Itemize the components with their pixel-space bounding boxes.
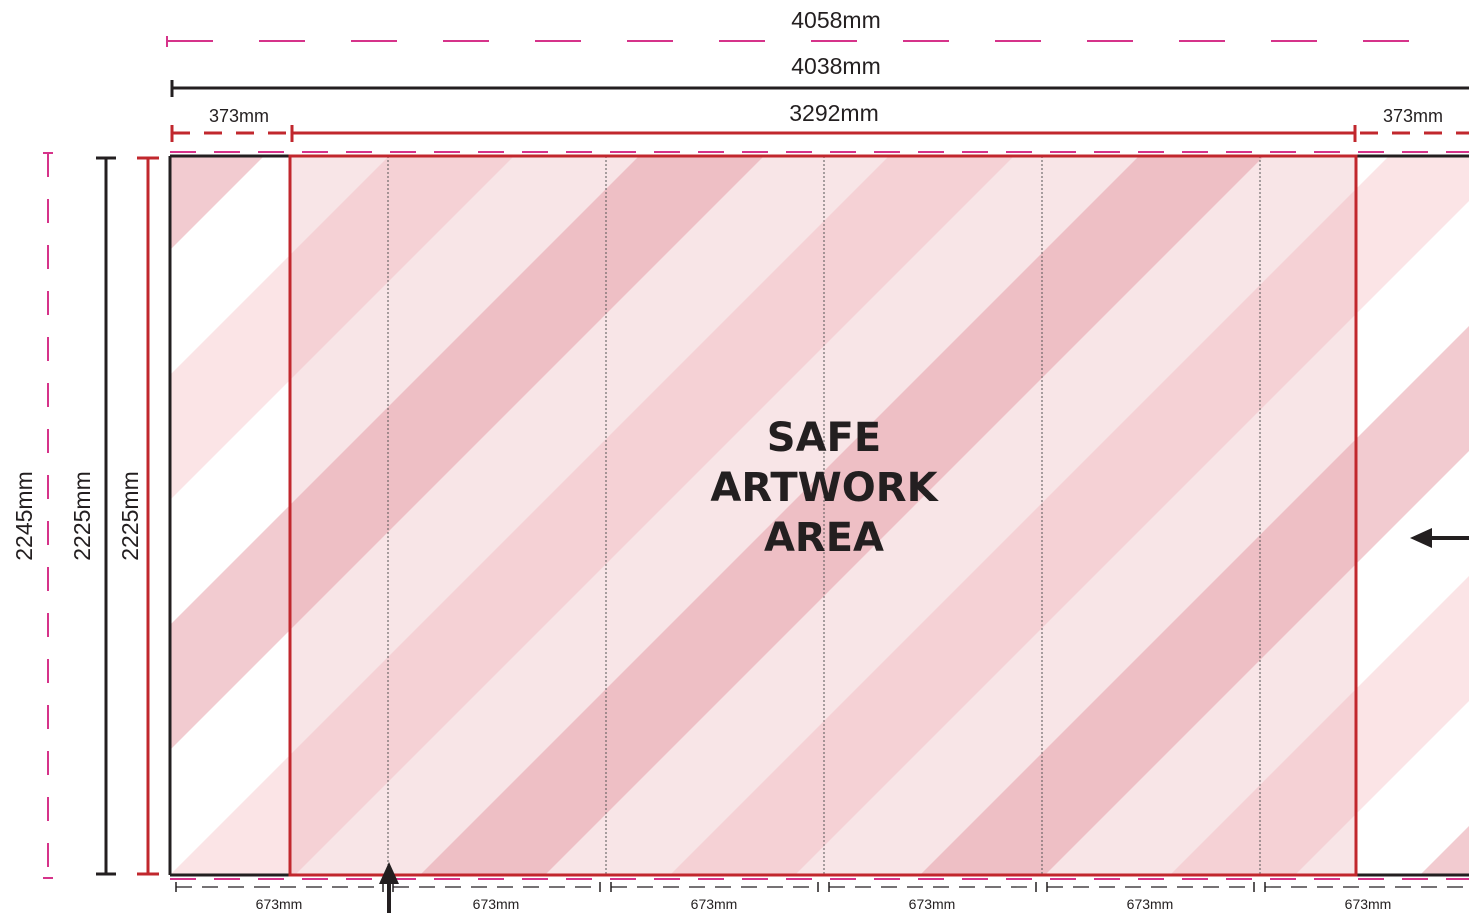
bleed-height-dimension: 2245mm — [11, 152, 53, 879]
diagonal-stripe — [170, 156, 764, 750]
right-return-dimension: 373mm — [1360, 106, 1469, 135]
trim-width-label: 4038mm — [791, 53, 880, 79]
left-return-label: 373mm — [209, 106, 269, 126]
left-return-dimension: 373mm — [170, 106, 286, 142]
panel-width-label: 673mm — [1127, 896, 1174, 912]
diagonal-stripe — [670, 156, 1469, 875]
bleed-width-dimension: 4058mm — [166, 7, 1430, 47]
diagonal-stripe — [420, 156, 1264, 875]
safe-height-dimension: 2225mm — [117, 156, 159, 876]
safe-width-label: 3292mm — [789, 100, 878, 126]
panel-width-label: 673mm — [1345, 896, 1392, 912]
safe-label-line-1: SAFE — [767, 415, 881, 461]
trim-height-label: 2225mm — [69, 471, 95, 560]
panel-width-label: 673mm — [691, 896, 738, 912]
right-return-label: 373mm — [1383, 106, 1443, 126]
bleed-width-label: 4058mm — [791, 7, 880, 33]
safe-label-line-3: AREA — [764, 515, 884, 561]
safe-area-tint — [290, 156, 1356, 875]
diagonal-stripe — [170, 156, 1014, 875]
diagonal-stripe — [1170, 576, 1469, 875]
arrow-left-icon — [1410, 528, 1469, 548]
diagonal-stripe — [1420, 826, 1469, 875]
safe-label-line-2: ARTWORK — [710, 465, 939, 511]
trim-height-dimension: 2225mm — [69, 156, 116, 876]
panel-width-dimensions: 673mm 673mm 673mm 673mm 673mm 673mm — [175, 882, 1469, 912]
bleed-height-label: 2245mm — [11, 471, 37, 560]
stripe-pattern — [170, 156, 1469, 875]
arrow-up-icon — [379, 862, 399, 913]
safe-area-outline — [288, 154, 1358, 877]
diagonal-stripe — [920, 326, 1469, 875]
panel-width-label: 673mm — [473, 896, 520, 912]
diagonal-stripe — [170, 156, 514, 500]
panel-width-label: 673mm — [256, 896, 303, 912]
panel-width-label: 673mm — [909, 896, 956, 912]
safe-artwork-area-label: SAFE ARTWORK AREA — [710, 415, 939, 561]
diagonal-stripe — [170, 156, 264, 250]
safe-height-label: 2225mm — [117, 471, 143, 560]
trim-width-dimension: 4038mm — [170, 53, 1469, 97]
safe-width-dimension: 3292mm — [290, 100, 1357, 142]
